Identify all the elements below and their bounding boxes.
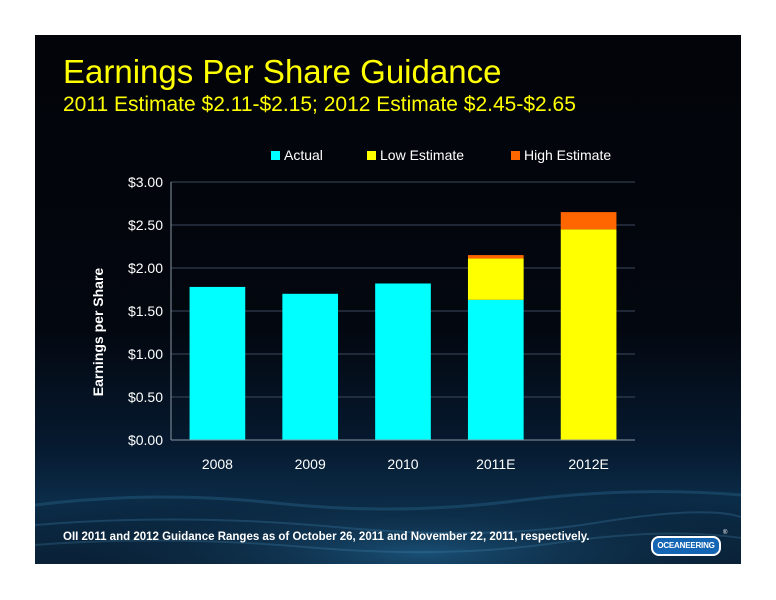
eps-bar-chart: $0.00 $0.50 $1.00 $1.50 $2.00 $2.50 $3.00 2008… <box>90 147 635 472</box>
legend-label-high-estimate: High Estimate <box>524 147 611 163</box>
x-tick-label: 2010 <box>387 456 418 472</box>
x-tick-label: 2008 <box>202 456 233 472</box>
bar-low-estimate-2012e <box>560 229 617 440</box>
legend-label-actual: Actual <box>284 147 323 163</box>
bars <box>189 212 617 440</box>
slide: Earnings Per Share Guidance 2011 Estimat… <box>35 35 741 564</box>
bar-actual-2010 <box>375 283 431 440</box>
footnote: OII 2011 and 2012 Guidance Ranges as of … <box>63 531 590 543</box>
legend: Actual Low Estimate High Estimate <box>271 147 611 163</box>
bar-high-estimate-2011e <box>467 255 524 259</box>
slide-title: Earnings Per Share Guidance <box>63 53 502 90</box>
y-tick-label: $0.50 <box>128 389 163 405</box>
y-tick-label: $3.00 <box>128 174 163 190</box>
registered-mark: ® <box>723 530 728 536</box>
y-axis-title: Earnings per Share <box>90 268 106 397</box>
bar-high-estimate-2012e <box>560 212 617 230</box>
y-axis-tick-labels: $0.00 $0.50 $1.00 $1.50 $2.00 $2.50 $3.00 <box>128 174 163 448</box>
x-axis-tick-labels: 2008 2009 2010 2011E 2012E <box>202 456 609 472</box>
slide-subtitle: 2011 Estimate $2.11-$2.15; 2012 Estimate… <box>63 93 576 116</box>
y-tick-label: $2.50 <box>128 217 163 233</box>
x-tick-label: 2009 <box>295 456 326 472</box>
oceaneering-logo: OCEANEERING <box>651 536 721 556</box>
x-tick-label: 2011E <box>476 456 515 472</box>
legend-swatch-actual <box>271 151 280 160</box>
y-tick-label: $2.00 <box>128 260 163 276</box>
x-tick-label: 2012E <box>568 456 608 472</box>
y-tick-label: $0.00 <box>128 432 163 448</box>
legend-swatch-low-estimate <box>367 151 376 160</box>
bar-actual-2008 <box>189 286 246 440</box>
bar-low-estimate-2011e <box>467 258 524 300</box>
legend-label-low-estimate: Low Estimate <box>380 147 464 163</box>
bar-actual-2009 <box>282 293 339 440</box>
legend-swatch-high-estimate <box>511 151 520 160</box>
y-tick-label: $1.00 <box>128 346 163 362</box>
ocean-background <box>35 435 741 564</box>
bar-actual-2011e <box>467 299 524 440</box>
y-tick-label: $1.50 <box>128 303 163 319</box>
